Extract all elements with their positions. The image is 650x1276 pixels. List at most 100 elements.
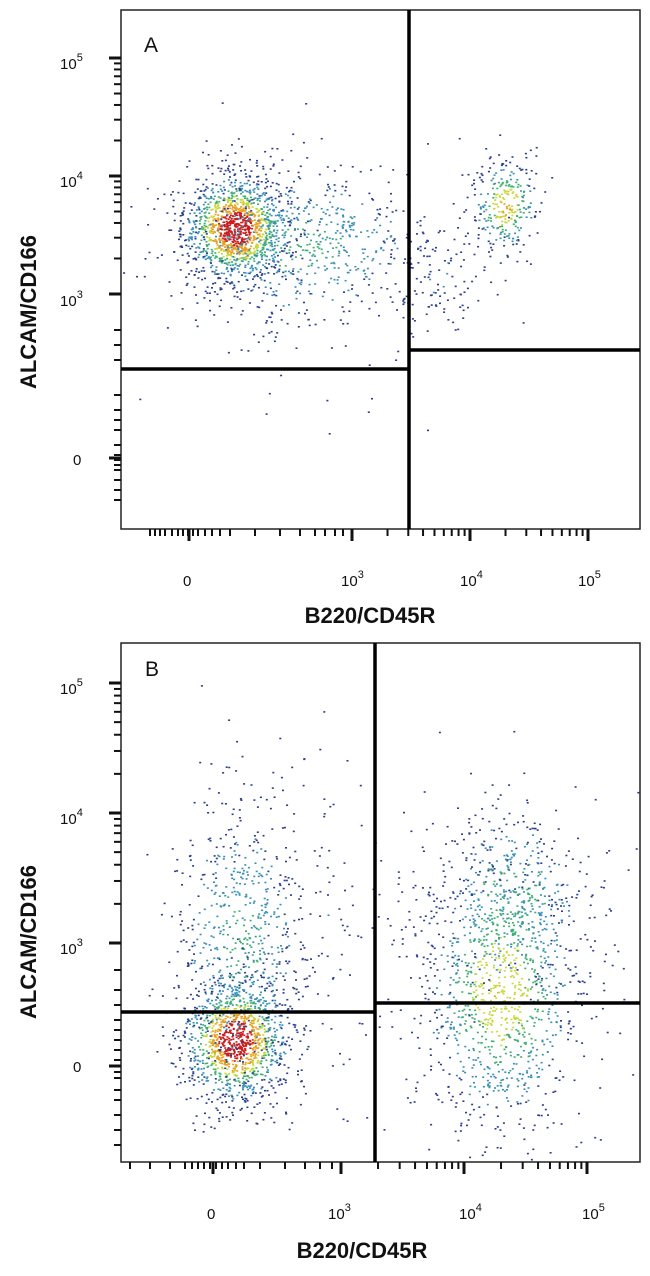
panel-a-event-dot xyxy=(211,264,214,267)
panel-a-event-dot xyxy=(500,211,503,213)
panel-a-event-dot xyxy=(496,215,498,218)
panel-b-event-dot xyxy=(267,923,270,925)
panel-b-event-dot xyxy=(511,1068,514,1070)
panel-b-event-dot xyxy=(225,1049,227,1051)
panel-b-event-dot xyxy=(206,1026,209,1029)
panel-a-event-dot xyxy=(258,235,261,237)
panel-b-event-dot xyxy=(416,1081,419,1084)
panel-a-event-dot xyxy=(499,216,502,219)
panel-b-event-dot xyxy=(509,975,512,978)
panel-b-event-dot xyxy=(467,992,470,995)
panel-b-event-dot xyxy=(241,942,244,945)
panel-b-event-dot xyxy=(540,862,543,864)
panel-b-event-dot xyxy=(194,987,197,990)
panel-b-event-dot xyxy=(214,1051,217,1054)
panel-b-event-dot xyxy=(256,1028,259,1030)
panel-a-event-dot xyxy=(333,170,336,172)
panel-a-event-dot xyxy=(272,230,275,232)
panel-a-event-dot xyxy=(277,240,280,243)
panel-a-event-dot xyxy=(225,209,227,211)
panel-a-event-dot xyxy=(278,211,281,214)
panel-a-event-dot xyxy=(447,249,450,251)
panel-b-event-dot xyxy=(242,1020,245,1023)
panel-b-event-dot xyxy=(244,1015,247,1018)
panel-a-event-dot xyxy=(341,185,344,188)
panel-a-event-dot xyxy=(246,254,249,257)
panel-b-event-dot xyxy=(211,1034,214,1037)
panel-a-event-dot xyxy=(474,275,477,278)
panel-a-event-dot xyxy=(497,206,500,208)
panel-a-event-dot xyxy=(251,242,253,244)
panel-b-event-dot xyxy=(256,1060,259,1062)
panel-a-event-dot xyxy=(251,198,254,201)
panel-a-event-dot xyxy=(263,218,266,220)
panel-a-event-dot xyxy=(494,199,497,201)
panel-b-event-dot xyxy=(301,888,304,890)
panel-b-event-dot xyxy=(201,965,204,968)
panel-b-event-dot xyxy=(481,942,484,945)
panel-a-event-dot xyxy=(280,374,283,377)
panel-a-event-dot xyxy=(228,261,231,264)
panel-a-event-dot xyxy=(209,201,212,204)
panel-a-event-dot xyxy=(298,213,301,215)
panel-a-event-dot xyxy=(506,256,509,258)
panel-b-event-dot xyxy=(201,1005,204,1008)
panel-b-event-dot xyxy=(282,1078,285,1080)
panel-a-event-dot xyxy=(419,281,422,283)
panel-b-event-dot xyxy=(223,1060,226,1063)
panel-a-event-dot xyxy=(288,304,290,306)
panel-b-event-dot xyxy=(405,955,408,958)
panel-b-event-dot xyxy=(241,1053,244,1055)
panel-a-event-dot xyxy=(272,210,275,212)
panel-a-ytick-1e3: 103 xyxy=(60,289,83,310)
panel-b-event-dot xyxy=(513,947,516,950)
panel-a-event-dot xyxy=(252,257,255,260)
panel-a-event-dot xyxy=(210,209,213,211)
panel-a-event-dot xyxy=(206,247,209,250)
panel-a-event-dot xyxy=(229,282,232,284)
panel-b-event-dot xyxy=(513,1017,515,1019)
panel-b-event-dot xyxy=(478,938,481,941)
panel-b-event-dot xyxy=(522,1027,525,1030)
panel-a-xtick-1e3: 103 xyxy=(341,569,364,590)
panel-a-event-dot xyxy=(250,170,253,172)
panel-a-event-dot xyxy=(497,181,500,184)
panel-b-event-dot xyxy=(608,908,611,910)
panel-b-event-dot xyxy=(221,974,224,977)
panel-a-event-dot xyxy=(385,215,388,218)
panel-a-event-dot xyxy=(261,211,264,214)
panel-a-event-dot xyxy=(297,171,300,174)
panel-b-event-dot xyxy=(502,1122,505,1124)
panel-b-event-dot xyxy=(242,1088,244,1091)
panel-a-event-dot xyxy=(179,235,182,238)
panel-b-event-dot xyxy=(238,1026,241,1029)
panel-b-event-dot xyxy=(198,912,201,914)
panel-a-event-dot xyxy=(274,197,277,200)
panel-b-event-dot xyxy=(208,978,211,981)
panel-b-event-dot xyxy=(544,962,547,964)
panel-a-event-dot xyxy=(260,195,263,197)
panel-b-event-dot xyxy=(493,964,495,967)
panel-b-event-dot xyxy=(211,985,214,987)
panel-b-event-dot xyxy=(261,1079,264,1081)
panel-b-event-dot xyxy=(389,925,392,927)
panel-a-event-dot xyxy=(250,290,253,292)
panel-b-event-dot xyxy=(243,1017,246,1020)
panel-a-event-dot xyxy=(290,235,293,237)
panel-b-event-dot xyxy=(233,861,236,863)
panel-a-event-dot xyxy=(261,193,264,195)
panel-b-event-dot xyxy=(219,1075,222,1078)
panel-b-event-dot xyxy=(231,948,234,951)
panel-a-event-dot xyxy=(528,211,531,214)
panel-b-event-dot xyxy=(250,927,253,929)
panel-a-event-dot xyxy=(482,206,485,209)
panel-a-dots xyxy=(123,102,554,435)
panel-b-event-dot xyxy=(254,998,256,1000)
panel-a-event-dot xyxy=(237,138,240,140)
panel-b-event-dot xyxy=(210,904,213,907)
panel-a-event-dot xyxy=(215,200,218,203)
panel-b-event-dot xyxy=(232,976,235,978)
panel-b-event-dot xyxy=(243,783,246,785)
panel-b-event-dot xyxy=(240,876,243,878)
panel-a-event-dot xyxy=(239,233,242,236)
